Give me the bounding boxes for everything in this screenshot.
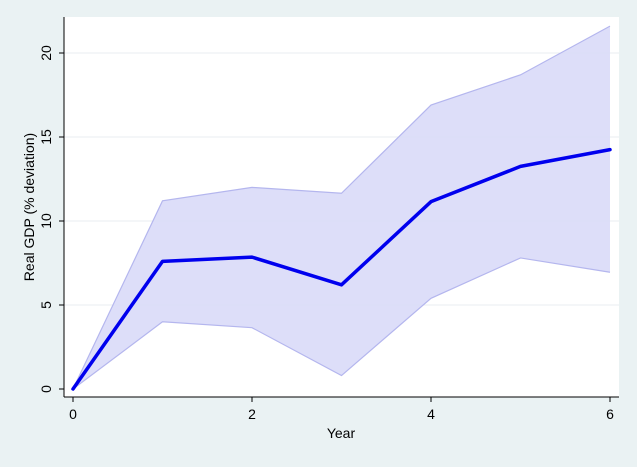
series-group (71, 147, 612, 391)
y-tick-label-10: 10 (38, 213, 54, 229)
x-tick-label-0: 0 (69, 406, 77, 422)
y-axis-label: Real GDP (% deviation) (21, 133, 37, 281)
band-area (73, 26, 610, 390)
ticks: 0 5 10 15 20 0 2 4 6 (38, 45, 614, 422)
confidence-band (72, 25, 611, 390)
x-tick-label-2: 2 (248, 406, 256, 422)
axes (63, 17, 619, 398)
y-tick-label-5: 5 (38, 301, 54, 309)
x-tick-label-4: 4 (427, 406, 435, 422)
x-tick-label-6: 6 (606, 406, 614, 422)
band-upper-edge (72, 25, 611, 390)
series-line-0 (71, 147, 612, 391)
band-lower-edge (72, 257, 611, 390)
x-axis-label: Year (327, 425, 356, 441)
y-tick-label-0: 0 (38, 385, 54, 393)
y-tick-label-20: 20 (38, 45, 54, 61)
y-tick-label-15: 15 (38, 129, 54, 145)
